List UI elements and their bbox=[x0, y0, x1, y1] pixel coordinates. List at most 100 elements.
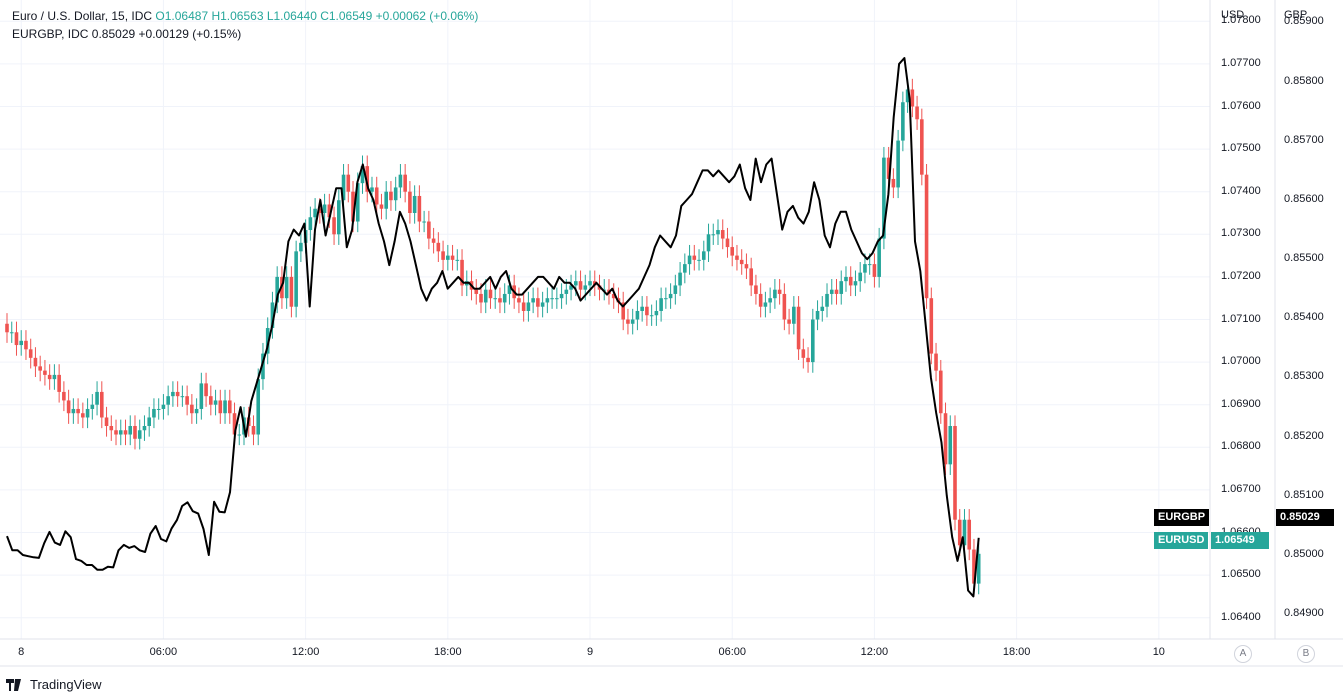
candle bbox=[441, 240, 445, 271]
candle-body bbox=[66, 400, 71, 414]
candle-body bbox=[123, 430, 128, 435]
candle bbox=[403, 164, 407, 203]
candle bbox=[829, 279, 834, 305]
candle bbox=[128, 415, 133, 446]
candle bbox=[858, 261, 862, 292]
candle bbox=[270, 291, 275, 339]
candle-body bbox=[787, 319, 791, 324]
candle-body bbox=[517, 298, 521, 303]
candle bbox=[531, 287, 535, 314]
candle-body bbox=[294, 251, 298, 307]
candle bbox=[398, 164, 403, 199]
candle bbox=[190, 394, 194, 424]
candle-body bbox=[801, 349, 806, 358]
candle-body bbox=[536, 298, 540, 307]
candle-body bbox=[218, 400, 223, 414]
gbp-tick-label: 0.85900 bbox=[1284, 15, 1324, 28]
candle bbox=[929, 287, 934, 365]
candle-body bbox=[431, 238, 436, 243]
candle-body bbox=[180, 396, 185, 398]
candle bbox=[474, 279, 479, 305]
gbp-axis-title: GBP bbox=[1284, 9, 1308, 21]
candle bbox=[483, 279, 488, 314]
candle bbox=[758, 283, 763, 318]
candle-body bbox=[479, 293, 483, 303]
candle-body bbox=[408, 191, 412, 213]
candle-body bbox=[14, 332, 19, 346]
candle bbox=[550, 287, 554, 309]
candle-body bbox=[446, 255, 450, 260]
candle-body bbox=[668, 293, 673, 299]
candle-body bbox=[635, 310, 640, 320]
candle bbox=[284, 266, 289, 309]
candle-body bbox=[891, 178, 896, 188]
candle-body bbox=[161, 404, 166, 409]
candle bbox=[692, 244, 697, 271]
candle bbox=[967, 509, 972, 561]
candle bbox=[393, 176, 398, 211]
candle bbox=[844, 266, 848, 292]
candle-body bbox=[768, 298, 772, 303]
candle-body bbox=[57, 374, 61, 392]
candle-body bbox=[346, 174, 351, 192]
candle-body bbox=[81, 413, 85, 418]
candle-body bbox=[645, 306, 649, 316]
candle-body bbox=[777, 289, 782, 294]
candle bbox=[872, 253, 877, 288]
gbp-tick-label: 0.85300 bbox=[1284, 370, 1324, 383]
candle-body bbox=[19, 340, 24, 346]
candle bbox=[199, 372, 204, 420]
candle bbox=[697, 249, 701, 271]
candle bbox=[218, 389, 223, 424]
candle-body bbox=[327, 204, 332, 218]
tradingview-brand[interactable]: TradingView bbox=[6, 677, 102, 692]
candle-body bbox=[545, 298, 550, 303]
candle-body bbox=[436, 242, 441, 252]
candle bbox=[100, 381, 104, 429]
usd-tick-label: 1.07600 bbox=[1221, 99, 1261, 112]
candle bbox=[730, 236, 735, 267]
candle bbox=[156, 398, 161, 420]
usd-tick-label: 1.07100 bbox=[1221, 312, 1261, 325]
candle-body bbox=[28, 349, 33, 358]
candle bbox=[114, 419, 118, 446]
candle bbox=[384, 181, 388, 220]
candle bbox=[427, 210, 431, 250]
gbp-tick-label: 0.84900 bbox=[1284, 607, 1324, 620]
candle bbox=[735, 244, 739, 271]
time-tick-label: 12:00 bbox=[860, 646, 889, 658]
candle bbox=[517, 287, 521, 314]
candle bbox=[649, 304, 654, 326]
candle-body bbox=[697, 259, 701, 261]
candle bbox=[626, 308, 630, 335]
candle bbox=[502, 283, 507, 314]
candle-body bbox=[398, 174, 403, 188]
candle-body bbox=[265, 328, 270, 354]
gbp-tick-label: 0.85200 bbox=[1284, 429, 1324, 442]
candle-body bbox=[910, 89, 915, 107]
auto-scale-button[interactable]: A bbox=[1234, 645, 1252, 663]
usd-tick-label: 1.07400 bbox=[1221, 184, 1261, 197]
candle-body bbox=[133, 426, 137, 439]
candle bbox=[43, 359, 47, 386]
candle-body bbox=[365, 166, 370, 192]
candle bbox=[389, 181, 393, 211]
candle bbox=[204, 372, 208, 407]
candle bbox=[801, 338, 806, 369]
candle-body bbox=[166, 396, 170, 405]
eurusd-price-tag: 1.06549 bbox=[1211, 532, 1269, 549]
candle bbox=[33, 347, 38, 378]
candle-body bbox=[90, 404, 95, 409]
candle bbox=[839, 270, 844, 305]
candle-body bbox=[640, 306, 644, 311]
candle bbox=[796, 296, 801, 360]
candle-body bbox=[649, 315, 654, 317]
scale-b-button[interactable]: B bbox=[1297, 645, 1315, 663]
candle bbox=[436, 232, 441, 262]
legend-eurusd: Euro / U.S. Dollar, 15, IDC O1.06487 H1.… bbox=[12, 9, 478, 23]
candle-body bbox=[858, 272, 862, 282]
candle bbox=[782, 283, 787, 331]
candle-body bbox=[550, 298, 554, 300]
candle bbox=[52, 364, 57, 390]
